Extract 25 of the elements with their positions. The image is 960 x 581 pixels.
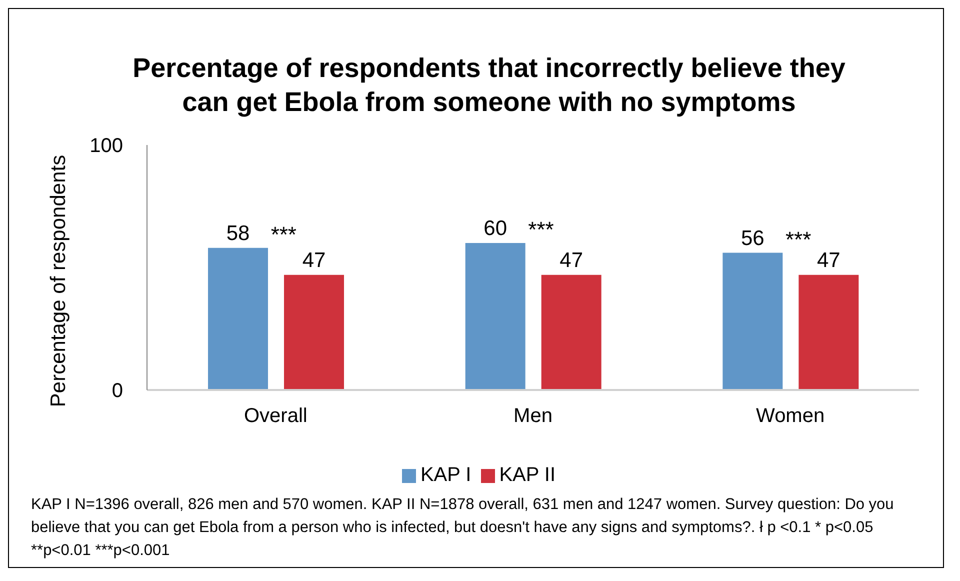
x-tick-label: Overall — [244, 405, 308, 428]
bar — [465, 243, 526, 390]
x-tick-label: Men — [514, 405, 552, 428]
data-label: 56 — [740, 226, 764, 250]
y-axis-title: Percentage of respondents — [47, 154, 71, 408]
bar — [541, 274, 602, 390]
legend-label: KAP I — [420, 464, 472, 486]
bar — [798, 274, 859, 390]
annotation: *** — [270, 222, 297, 247]
data-label: 47 — [816, 248, 840, 272]
text: KAP I N=1396 overall, 826 men and 570 women. KAP II N=1878 overall, 631 men and 1247 women. Survey question: Do you believe that you can get Ebola from a person who is infected, but doesn't have any signs and symptoms?. ł p <0.1 * p<0.05 **p<0.01 ***p<0.001 — [31, 495, 895, 561]
data-label: 47 — [560, 248, 584, 272]
y-tick-label: 0 — [112, 380, 123, 402]
bar — [722, 252, 783, 390]
legend-label: KAP II — [499, 464, 556, 486]
y-tick-label: 100 — [90, 135, 123, 158]
bar — [208, 248, 268, 390]
data-label: 58 — [226, 222, 250, 245]
x-tick-label: Women — [756, 405, 825, 428]
bar — [284, 274, 344, 390]
data-label: 47 — [302, 248, 326, 272]
chart-title: Percentage of respondents that incorrectly believe they can get Ebola from someone with no symptoms — [132, 52, 846, 119]
annotation: *** — [785, 226, 812, 252]
data-label: 60 — [484, 217, 508, 240]
annotation: *** — [528, 217, 554, 242]
